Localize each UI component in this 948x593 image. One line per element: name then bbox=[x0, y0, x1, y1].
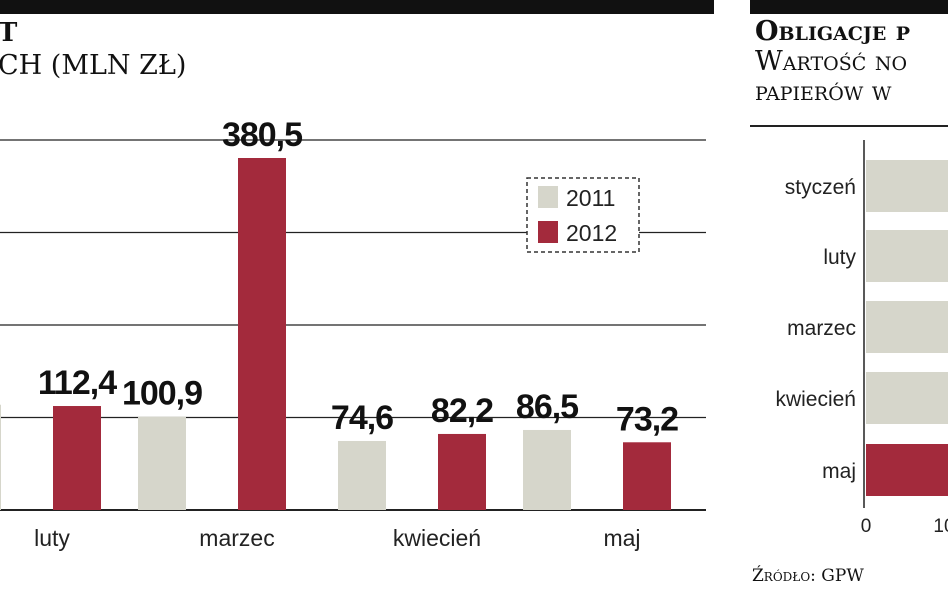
chart-title-left: T bbox=[0, 18, 17, 48]
chart-subtitle-right-line-1: Wartość no bbox=[755, 46, 908, 77]
right-bar-3 bbox=[866, 372, 948, 424]
header-bar-right bbox=[750, 0, 948, 14]
bar-2011-2 bbox=[338, 440, 386, 510]
right-category-labels: styczeń luty marzec kwiecień maj bbox=[775, 176, 856, 483]
value-label-2012-0: 112,4 bbox=[38, 364, 117, 402]
legend-swatch-2012 bbox=[538, 221, 558, 243]
value-label-2012-1: 380,5 bbox=[222, 116, 302, 154]
value-label-2012-2: 82,2 bbox=[431, 392, 493, 430]
right-bar-0 bbox=[866, 160, 948, 212]
chart-subtitle-right-line-2: papierów w bbox=[755, 76, 892, 107]
chart-title-right: Obligacje p bbox=[755, 16, 911, 47]
right-category-label-2: marzec bbox=[787, 317, 856, 340]
legend-label-2011: 2011 bbox=[566, 185, 615, 211]
chart-subtitle-left: CH (MLN ZŁ) bbox=[0, 50, 187, 81]
category-label-2: kwiecień bbox=[393, 525, 481, 551]
legend-swatch-2011 bbox=[538, 186, 558, 208]
right-category-label-3: kwiecień bbox=[775, 388, 856, 411]
bar-2012-1 bbox=[238, 158, 286, 510]
right-category-label-0: styczeń bbox=[785, 176, 856, 199]
bar-2012-2 bbox=[438, 433, 486, 510]
right-tick-label-0: 0 bbox=[861, 516, 872, 537]
right-bar-4 bbox=[866, 444, 948, 496]
header-bar-left bbox=[0, 0, 714, 14]
bar-2011-3 bbox=[523, 429, 571, 510]
category-label-3: maj bbox=[603, 525, 640, 551]
value-label-2011-1: 100,9 bbox=[122, 375, 202, 413]
right-bar-2 bbox=[866, 301, 948, 353]
right-tick-labels: 0 10 bbox=[861, 516, 948, 537]
bar-2012-0 bbox=[53, 406, 101, 510]
category-label-1: marzec bbox=[199, 525, 274, 551]
value-label-2011-2: 74,6 bbox=[331, 399, 393, 437]
category-labels: luty marzec kwiecień maj bbox=[34, 525, 640, 551]
value-label-2012-3: 73,2 bbox=[616, 400, 678, 438]
value-label-2011-3: 86,5 bbox=[516, 388, 578, 426]
right-bar-1 bbox=[866, 230, 948, 282]
right-tick-label-1: 10 bbox=[933, 516, 948, 537]
legend: 2011 2012 bbox=[526, 177, 640, 253]
right-chart-frame bbox=[750, 125, 948, 508]
right-category-label-4: maj bbox=[822, 460, 856, 483]
bars bbox=[0, 158, 671, 510]
bar-2011-1 bbox=[138, 416, 186, 510]
right-bars bbox=[866, 160, 948, 496]
bar-2011-0 bbox=[0, 404, 1, 510]
bar-2012-3 bbox=[623, 442, 671, 510]
legend-label-2012: 2012 bbox=[566, 220, 617, 246]
right-category-label-1: luty bbox=[823, 246, 856, 269]
source-note: Źródło: GPW bbox=[752, 566, 864, 586]
category-label-0: luty bbox=[34, 525, 70, 551]
